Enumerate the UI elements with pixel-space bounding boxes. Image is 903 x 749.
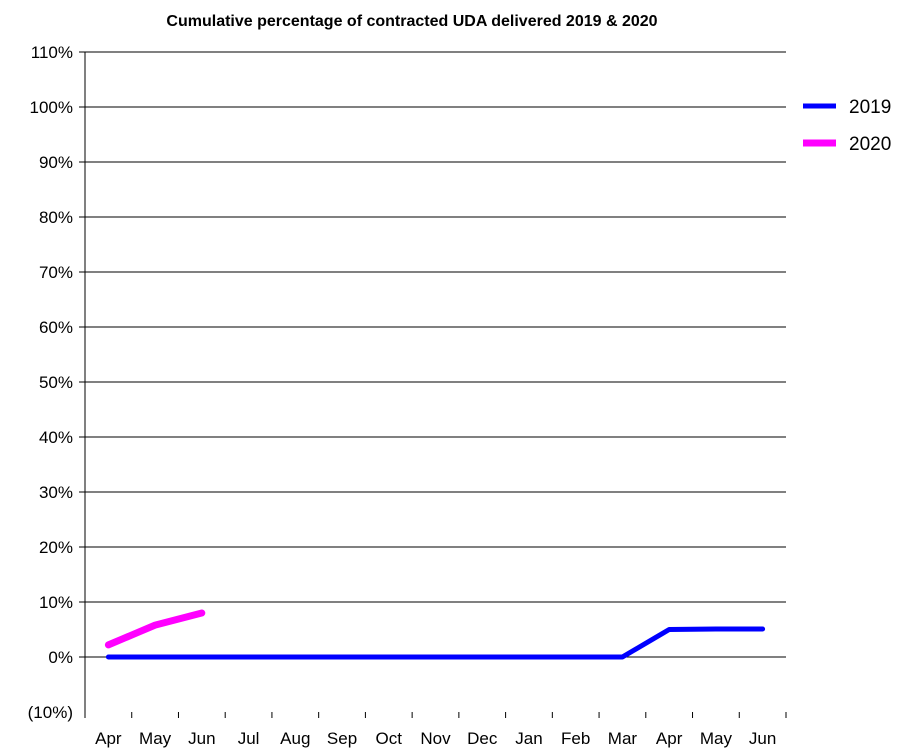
y-tick-label: 110% (31, 43, 73, 62)
x-tick-label: Jul (238, 729, 260, 748)
legend-label: 2020 (849, 134, 891, 155)
x-tick-label: Apr (656, 729, 683, 748)
y-tick-label: 10% (39, 593, 73, 612)
x-tick-label: Oct (376, 729, 403, 748)
y-tick-label: 20% (39, 538, 73, 557)
series-line-2019 (105, 626, 766, 660)
x-tick-label: Feb (561, 729, 590, 748)
x-tick-label: May (139, 729, 172, 748)
x-tick-label: Jan (515, 729, 542, 748)
series-lines (104, 609, 766, 660)
y-tick-label: 50% (39, 373, 73, 392)
y-tick-label: 80% (39, 208, 73, 227)
y-axis-ticks: (10%) 0% 10% 20% 30% 40% 50% 60% 70% 80% 90% 100% 11… (28, 43, 73, 722)
x-tick-label: Nov (420, 729, 451, 748)
x-tick-label: Mar (608, 729, 638, 748)
x-tick-label: Jun (188, 729, 215, 748)
x-tick-label: Apr (95, 729, 122, 748)
x-tick-label: Sep (327, 729, 357, 748)
y-tick-label: 100% (30, 98, 73, 117)
chart-title: Cumulative percentage of contracted UDA … (166, 13, 657, 30)
y-tick-label: 0% (48, 648, 73, 667)
y-tick-label: 70% (39, 263, 73, 282)
y-tick-label: 30% (39, 483, 73, 502)
y-tick-label: 90% (39, 153, 73, 172)
y-tick-label: 60% (39, 318, 73, 337)
series-line-2020 (104, 609, 206, 649)
gridlines (79, 51, 786, 658)
x-tick-label: Dec (467, 729, 498, 748)
y-tick-label: (10%) (28, 703, 73, 722)
x-tick-label: Jun (749, 729, 776, 748)
y-tick-label: 40% (39, 428, 73, 447)
x-tick-label: May (700, 729, 733, 748)
x-axis-ticks: Apr May Jun Jul Aug Sep Oct Nov Dec Jan Feb Mar Apr M… (84, 712, 787, 748)
legend-label: 2019 (849, 97, 891, 118)
legend: 2019 2020 (803, 97, 891, 155)
x-tick-label: Aug (280, 729, 310, 748)
